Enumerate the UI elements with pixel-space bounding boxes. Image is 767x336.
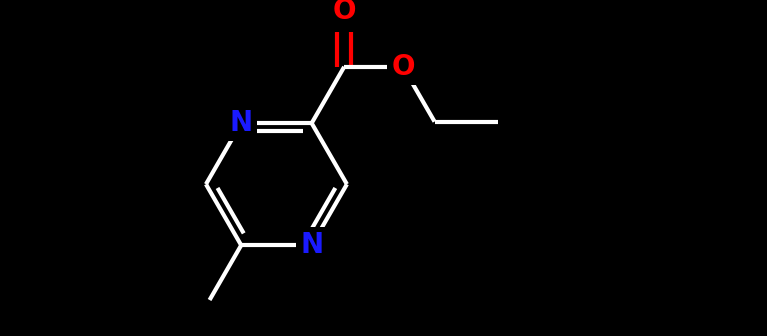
Text: N: N xyxy=(229,109,253,137)
Text: O: O xyxy=(332,0,356,25)
Text: O: O xyxy=(391,53,415,81)
Text: N: N xyxy=(300,231,323,259)
